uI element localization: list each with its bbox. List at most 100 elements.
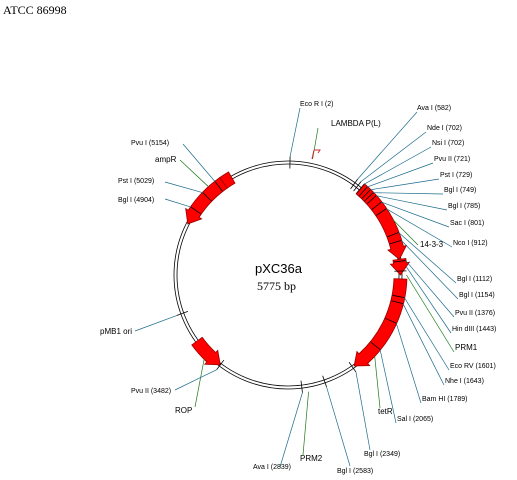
site-label-nhei-1643: Nhe I (1643) bbox=[445, 378, 484, 385]
tick-layer bbox=[176, 156, 407, 393]
leader-line-1 bbox=[357, 111, 418, 180]
site-tick-18 bbox=[348, 362, 357, 373]
feature-label-prm2: PRM2 bbox=[300, 454, 323, 463]
site-tick-9 bbox=[376, 208, 387, 216]
backbone-outer bbox=[173, 160, 403, 390]
site-label-bgli-2349: Bgl I (2349) bbox=[364, 451, 400, 458]
feature-arc-tetr bbox=[353, 278, 408, 367]
leader-line-16 bbox=[404, 297, 450, 371]
leader-line-21 bbox=[355, 372, 371, 451]
site-label-avai-582: Ava I (582) bbox=[417, 105, 451, 112]
feature-label-tetr: tetR bbox=[378, 407, 393, 416]
leader-line-19 bbox=[379, 349, 397, 424]
leader-line-23 bbox=[302, 391, 309, 456]
site-tick-3 bbox=[356, 183, 365, 194]
leader-line-25 bbox=[194, 358, 205, 408]
site-label-pvui-5154: Pvu I (5154) bbox=[131, 140, 169, 147]
site-tick-17 bbox=[370, 341, 381, 350]
site-label-psti-729: Pst I (729) bbox=[440, 172, 472, 179]
site-label-ecorv-1601: Eco RV (1601) bbox=[450, 363, 496, 370]
site-tick-19 bbox=[322, 375, 327, 388]
feature-label-prm1: PRM1 bbox=[455, 343, 478, 352]
feature-label-lambda-pl: LAMBDA P(L) bbox=[331, 119, 381, 128]
site-label-bgli-4904: Bgl I (4904) bbox=[118, 197, 154, 204]
plasmid-name: pXC36a bbox=[255, 261, 303, 276]
backbone-inner bbox=[176, 163, 400, 387]
site-tick-12 bbox=[393, 260, 406, 263]
site-tick-15 bbox=[391, 300, 404, 305]
site-label-bgli-1154: Bgl I (1154) bbox=[459, 292, 495, 299]
feature-label-rop: ROP bbox=[175, 406, 192, 415]
site-label-pvuii-3482: Pvu II (3482) bbox=[131, 388, 171, 395]
leader-line-31 bbox=[179, 159, 209, 188]
leader-line-27 bbox=[134, 315, 177, 332]
site-label-bgli-749: Bgl I (749) bbox=[444, 187, 476, 194]
feature-label-ampr: ampR bbox=[155, 155, 177, 164]
feature-label-14-3-3: 14-3-3 bbox=[420, 240, 444, 249]
leader-line-15 bbox=[406, 274, 455, 353]
leader-line-20 bbox=[374, 355, 381, 409]
site-label-ndei-702: Nde I (702) bbox=[427, 125, 462, 132]
site-tick-24 bbox=[214, 181, 223, 192]
leader-line-8 bbox=[381, 201, 450, 228]
site-label-psti-5029: Pst I (5029) bbox=[118, 178, 154, 185]
feature-arc-14-3-3 bbox=[355, 183, 408, 260]
site-tick-8 bbox=[371, 201, 382, 210]
leader-line-7 bbox=[375, 195, 448, 211]
leader-line-2 bbox=[360, 131, 427, 182]
leader-line-28 bbox=[164, 198, 192, 208]
leader-layer bbox=[134, 107, 459, 468]
leader-line-5 bbox=[370, 178, 440, 191]
site-tick-4 bbox=[358, 186, 368, 197]
leader-line-4 bbox=[367, 162, 434, 188]
site-tick-22 bbox=[190, 206, 201, 215]
promoter-arrow-icon bbox=[311, 149, 321, 160]
leader-line-29 bbox=[164, 181, 203, 194]
site-label-ecori-2: Eco R I (2) bbox=[300, 101, 333, 108]
leader-line-17 bbox=[402, 303, 445, 386]
site-tick-21 bbox=[216, 359, 225, 370]
site-label-saci-801: Sac I (801) bbox=[450, 220, 484, 227]
site-tick-6 bbox=[364, 192, 374, 202]
site-label-bamhi-1789: Bam HI (1789) bbox=[422, 396, 468, 403]
site-label-pvuii-721: Pvu II (721) bbox=[434, 156, 470, 163]
site-tick-10 bbox=[387, 232, 399, 238]
site-label-bgli-785: Bgl I (785) bbox=[448, 203, 480, 210]
site-label-ncoi-912: Nco I (912) bbox=[453, 240, 488, 247]
leader-line-22 bbox=[326, 386, 351, 467]
feature-arc-prm1 bbox=[389, 257, 411, 276]
leader-line-10 bbox=[392, 219, 419, 246]
leader-line-14 bbox=[405, 266, 452, 334]
leader-line-9 bbox=[386, 208, 453, 248]
leader-line-24 bbox=[279, 392, 303, 468]
feature-arc-ampr-tail bbox=[219, 171, 236, 189]
feature-label-pmb1-ori: pMB1 ori bbox=[100, 327, 132, 336]
leader-line-30 bbox=[182, 143, 216, 182]
leader-line-12 bbox=[401, 240, 459, 300]
feature-arc-rop bbox=[191, 336, 221, 366]
leader-line-26 bbox=[174, 369, 217, 391]
accession-number: ATCC 86998 bbox=[3, 3, 67, 17]
site-tick-23 bbox=[202, 192, 212, 202]
site-tick-14 bbox=[392, 294, 405, 299]
site-label-pvuii-1376: Pvu II (1376) bbox=[455, 310, 495, 317]
site-label-avai-2839: Ava I (2839) bbox=[253, 464, 291, 471]
site-tick-16 bbox=[385, 317, 397, 324]
site-tick-1 bbox=[350, 178, 358, 190]
plasmid-size: 5775 bp bbox=[257, 279, 296, 293]
site-label-bgli-2583: Bgl I (2583) bbox=[337, 468, 373, 475]
site-label-bgli-1112: Bgl I (1112) bbox=[457, 276, 492, 283]
leader-line-3 bbox=[364, 146, 432, 185]
site-tick-11 bbox=[389, 239, 402, 245]
leader-line-13 bbox=[405, 260, 455, 318]
leader-line-6 bbox=[373, 192, 444, 195]
site-label-sali-2065: Sal I (2065) bbox=[397, 416, 433, 423]
site-label-hindiii-1443: Hin dIII (1443) bbox=[452, 326, 496, 333]
site-tick-25 bbox=[176, 311, 189, 316]
leader-line-11 bbox=[398, 232, 457, 284]
site-tick-20 bbox=[300, 380, 303, 393]
site-tick-5 bbox=[361, 189, 371, 199]
site-tick-2 bbox=[353, 181, 362, 192]
site-label-nsii-702: Nsi I (702) bbox=[432, 140, 464, 147]
